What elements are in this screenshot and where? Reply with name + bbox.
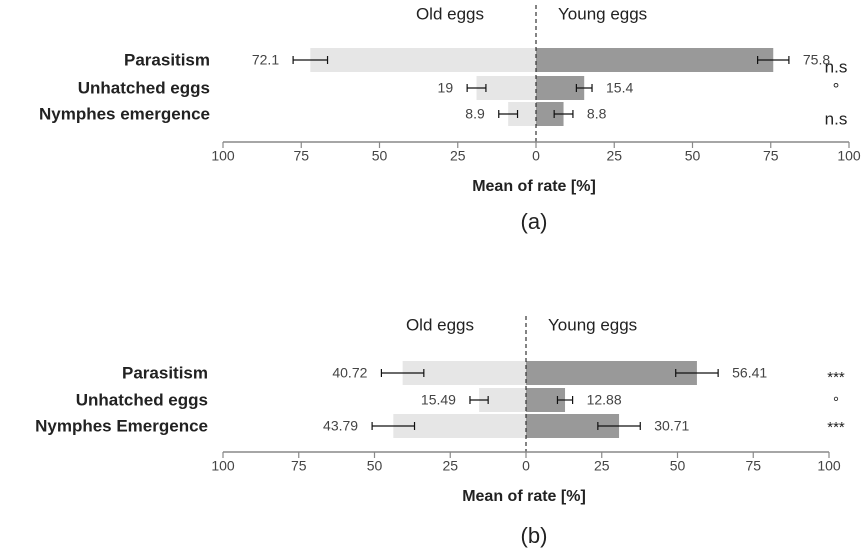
panel-a-bar-old-0	[310, 48, 536, 72]
panel-b-value-young-2: 30.71	[654, 418, 689, 434]
panel-b-bar-old-2	[393, 414, 526, 438]
panel-b-legend-young: Young eggs	[548, 315, 637, 334]
panel-a-x-tick-label-0: 100	[211, 148, 235, 164]
panel-a-value-old-0: 72.1	[252, 52, 279, 68]
panel-b-x-tick-label-0: 100	[211, 458, 235, 474]
panel-a-significance-1: °	[833, 79, 840, 98]
panel-b-value-old-1: 15.49	[421, 392, 456, 408]
panel-a-value-young-0: 75.8	[803, 52, 830, 68]
panel-a-category-label-1: Unhatched eggs	[78, 78, 210, 97]
panel-a-x-axis-title: Mean of rate [%]	[472, 178, 596, 195]
panel-b-category-label-0: Parasitism	[122, 363, 208, 382]
panel-a-value-young-1: 15.4	[606, 80, 633, 96]
panel-b-legend-old: Old eggs	[406, 315, 474, 334]
panel-b-x-tick-label-1: 75	[291, 458, 307, 474]
panel-a-legend-young: Young eggs	[558, 4, 647, 23]
panel-b-label: (b)	[521, 523, 548, 548]
panel-a-legend-old: Old eggs	[416, 4, 484, 23]
panel-a-x-tick-label-4: 0	[532, 148, 540, 164]
panel-a-significance-0: n.s	[825, 57, 848, 76]
panel-a-x-tick-label-5: 25	[606, 148, 622, 164]
panel-a-value-old-2: 8.9	[465, 106, 485, 122]
panel-b-category-label-1: Unhatched eggs	[76, 390, 208, 409]
panel-b-bar-young-0	[526, 361, 697, 385]
panel-b-value-young-0: 56.41	[732, 365, 767, 381]
panel-b-significance-0: ***	[827, 369, 845, 386]
panel-a-significance-2: n.s	[825, 109, 848, 128]
panel-a-x-tick-label-1: 75	[293, 148, 309, 164]
panel-b-x-tick-label-2: 50	[367, 458, 383, 474]
panel-b-category-label-2: Nymphes Emergence	[35, 416, 208, 435]
panel-b-x-tick-label-4: 0	[522, 458, 530, 474]
panel-b-x-tick-label-3: 25	[442, 458, 458, 474]
panel-b-x-tick-label-5: 25	[594, 458, 610, 474]
panel-b-value-old-2: 43.79	[323, 418, 358, 434]
panel-a-label: (a)	[521, 209, 548, 234]
panel-a-x-tick-label-7: 75	[763, 148, 779, 164]
panel-b-x-axis-title: Mean of rate [%]	[462, 488, 586, 505]
panel-b-significance-2: ***	[827, 419, 845, 436]
panel-b-significance-1: °	[833, 394, 839, 411]
panel-a-category-label-2: Nymphes emergence	[39, 104, 210, 123]
panel-a-bar-young-0	[536, 48, 774, 72]
panel-b-x-tick-label-7: 75	[745, 458, 761, 474]
panel-b-x-tick-label-6: 50	[670, 458, 686, 474]
panel-a-category-label-0: Parasitism	[124, 50, 210, 69]
panel-a-x-tick-label-3: 25	[450, 148, 466, 164]
panel-a-value-young-2: 8.8	[587, 106, 607, 122]
panel-a-x-tick-label-2: 50	[372, 148, 388, 164]
panel-a-value-old-1: 19	[438, 80, 454, 96]
panel-b-value-old-0: 40.72	[332, 365, 367, 381]
panel-b-x-tick-label-8: 100	[817, 458, 841, 474]
panel-b-value-young-1: 12.88	[587, 392, 622, 408]
panel-a-x-tick-label-6: 50	[685, 148, 701, 164]
panel-a-x-tick-label-8: 100	[837, 148, 861, 164]
